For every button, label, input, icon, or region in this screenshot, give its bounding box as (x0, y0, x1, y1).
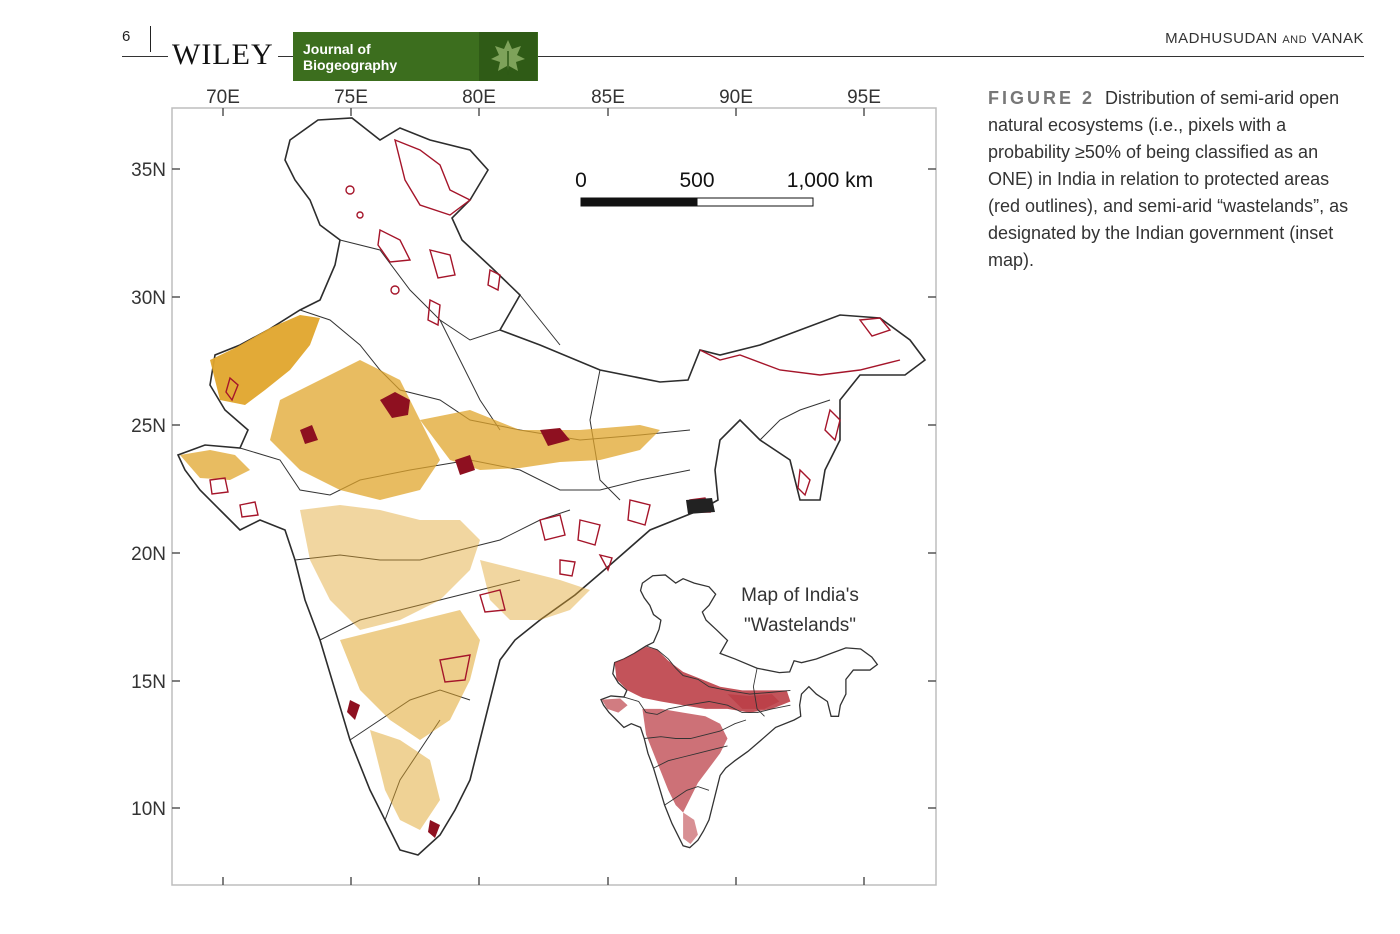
lon-tick-label: 90E (719, 87, 753, 108)
lat-tick-label: 30N (131, 288, 166, 309)
state-boundaries (239, 239, 831, 821)
figure-map: 70E 75E 80E 85E 90E 95E 35N 30N 25N 20N … (131, 87, 937, 886)
inset-wastelands-map (600, 574, 879, 849)
page-number: 6 (122, 28, 131, 45)
journal-title: Journal of Biogeography (293, 32, 479, 81)
lat-tick-label: 20N (131, 544, 166, 565)
inset-title-line2: "Wastelands" (744, 615, 856, 636)
figure-caption: FIGURE 2 Distribution of semi-arid open n… (988, 85, 1358, 274)
journal-badge: Journal of Biogeography (293, 32, 538, 81)
scale-bar-filled (580, 197, 698, 207)
lon-ticks (222, 108, 865, 885)
lat-tick-label: 10N (131, 799, 166, 820)
lon-tick-label: 70E (206, 87, 240, 108)
running-head-authors: MADHUSUDAN AND VANAK (1165, 30, 1364, 47)
lon-tick-label: 85E (591, 87, 625, 108)
lat-tick-label: 35N (131, 160, 166, 181)
lat-ticks (172, 168, 936, 809)
lat-tick-label: 15N (131, 672, 166, 693)
protected-areas-layer (209, 138, 901, 683)
lon-tick-label: 75E (334, 87, 368, 108)
protected-areas-filled (300, 392, 715, 838)
journal-title-line2: Biogeography (303, 57, 398, 73)
author-a: MADHUSUDAN (1165, 30, 1278, 47)
authors-and: AND (1282, 34, 1308, 46)
author-b: VANAK (1311, 30, 1364, 47)
lon-tick-label: 95E (847, 87, 881, 108)
leaf-icon (479, 32, 537, 81)
header-divider-tick (150, 26, 151, 52)
scale-bar-empty (696, 197, 814, 207)
journal-title-line1: Journal of (303, 41, 371, 57)
scale-bar (580, 197, 814, 207)
publisher-logo: WILEY (168, 40, 278, 70)
caption-text: Distribution of semi-arid open natural e… (988, 88, 1349, 270)
header-rule (122, 56, 1364, 57)
lon-tick-label: 80E (462, 87, 496, 108)
lat-tick-label: 25N (131, 416, 166, 437)
figure-label: FIGURE 2 (988, 88, 1096, 108)
scale-label-end: 1,000 km (787, 169, 873, 192)
inset-title-line1: Map of India's (741, 585, 859, 606)
scale-label-mid: 500 (679, 169, 714, 192)
open-ecosystems-layer (180, 315, 660, 830)
scale-label-start: 0 (575, 169, 587, 192)
